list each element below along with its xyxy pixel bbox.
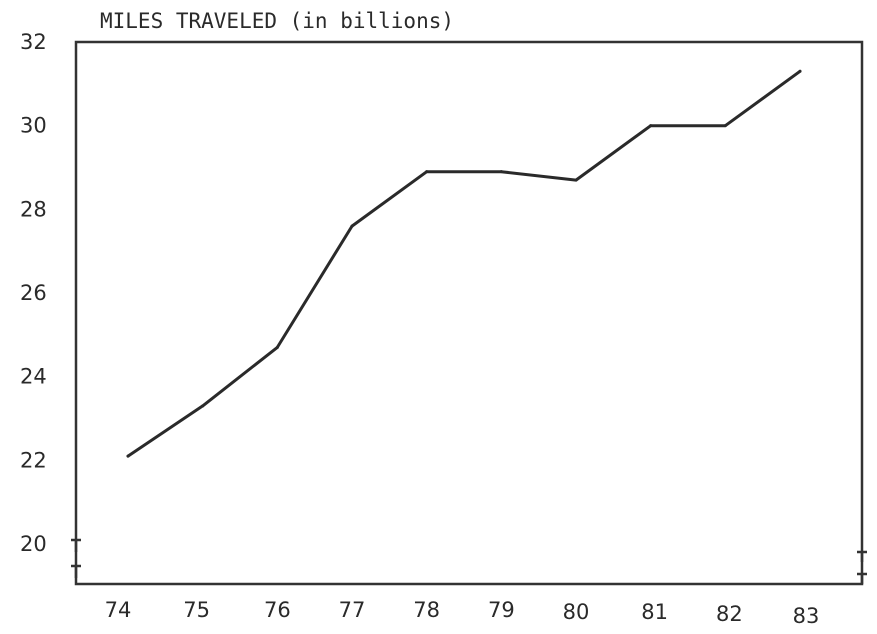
x-tick-label: 82 (716, 602, 743, 626)
y-tick-label: 20 (20, 532, 47, 556)
x-axis-tick-labels: 74 75 76 77 78 79 80 81 82 83 (105, 598, 820, 628)
data-point (425, 170, 429, 174)
axis-break-mark (857, 550, 867, 562)
x-tick-label: 79 (488, 598, 515, 622)
data-points (126, 69, 802, 458)
data-point (126, 454, 130, 458)
x-tick-label: 77 (339, 598, 366, 622)
x-tick-label: 78 (413, 598, 440, 622)
y-tick-label: 28 (20, 197, 47, 221)
data-point (275, 345, 279, 349)
data-point (350, 224, 354, 228)
x-tick-label: 83 (793, 604, 820, 628)
y-tick-label: 22 (20, 448, 47, 472)
data-point (798, 69, 802, 73)
y-tick-label: 24 (20, 365, 47, 389)
x-tick-label: 75 (183, 598, 210, 622)
y-tick-label: 32 (20, 30, 47, 54)
data-point (201, 404, 205, 408)
data-point (723, 124, 727, 128)
data-point (574, 178, 578, 182)
series-line (126, 69, 802, 458)
y-tick-label: 26 (20, 281, 47, 305)
y-axis-tick-labels: 20 22 24 26 28 30 32 (20, 30, 47, 556)
x-tick-label: 74 (105, 598, 132, 622)
x-tick-label: 80 (563, 600, 590, 624)
x-tick-label: 81 (641, 600, 668, 624)
data-point (649, 124, 653, 128)
axis-break-mark (857, 572, 867, 584)
plot-frame (74, 40, 864, 586)
axis-break-mark (71, 538, 81, 552)
y-tick-label: 30 (20, 114, 47, 138)
chart-title: MILES TRAVELED (in billions) (100, 9, 454, 33)
x-tick-label: 76 (264, 598, 291, 622)
data-point (499, 170, 503, 174)
axis-break-marks (71, 538, 867, 584)
axis-break-mark (71, 564, 81, 578)
